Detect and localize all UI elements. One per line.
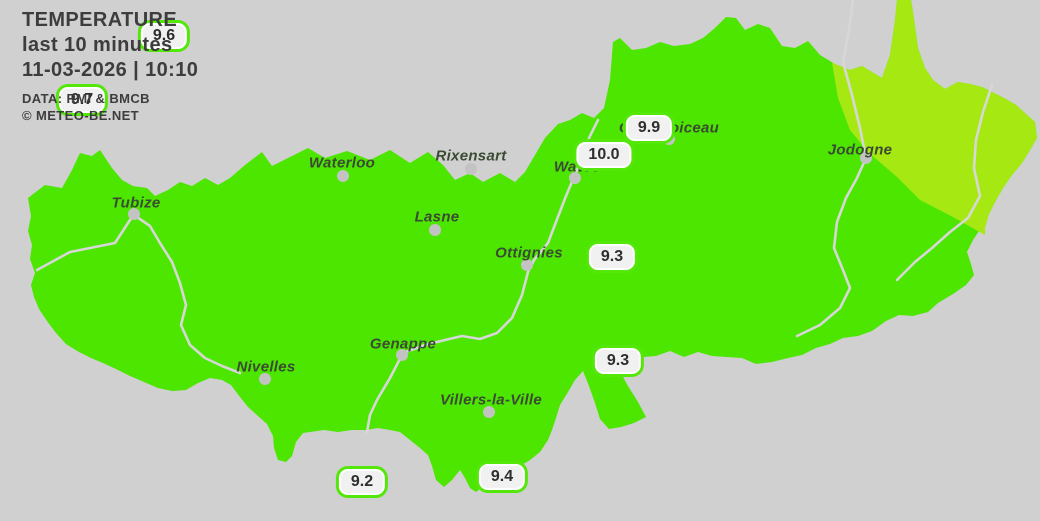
- city-label-rixensart: Rixensart: [435, 147, 507, 165]
- road-west: [35, 213, 242, 375]
- city-dots: [128, 133, 872, 418]
- province-shape: [28, 0, 1037, 492]
- city-label-genappe: Genappe: [369, 335, 437, 353]
- period-subtitle: last 10 minutes: [22, 34, 173, 56]
- city-dot: [483, 406, 495, 418]
- temperature-badge: 9.4: [478, 464, 526, 490]
- warmer-temperature-zone: [832, 0, 1037, 235]
- city-dot: [860, 152, 872, 164]
- city-dot: [337, 170, 349, 182]
- city-dot: [465, 163, 477, 175]
- temperature-badge: 9.7: [58, 87, 106, 113]
- city-label-waterloo: Waterloo: [308, 154, 376, 172]
- city-label-nivelles: Nivelles: [236, 358, 296, 376]
- map-header: TEMPERATURE last 10 minutes 11-03-2026 |…: [22, 8, 198, 124]
- city-label-ottignies: Ottignies: [495, 244, 563, 262]
- road-east: [895, 83, 994, 282]
- road-jodoigne: [795, 0, 868, 338]
- city-label-tubize: Tubize: [111, 194, 161, 212]
- city-dot: [128, 208, 140, 220]
- page-title: TEMPERATURE: [22, 9, 178, 31]
- temperature-badge: 9.9: [625, 115, 673, 141]
- temperature-badge: 9.6: [140, 23, 188, 49]
- datetime-label: 11-03-2026 | 10:10: [22, 59, 199, 81]
- data-source-label: DATA: RMI & BMCB: [22, 91, 150, 106]
- city-dot: [429, 224, 441, 236]
- city-label-lasne: Lasne: [414, 208, 460, 226]
- roads: [35, 0, 994, 434]
- city-dot: [259, 373, 271, 385]
- copyright-label: © METEO-BE.NET: [22, 108, 140, 123]
- temperature-badge: 9.3: [588, 244, 636, 270]
- city-dot: [396, 349, 408, 361]
- temperature-badge: 10.0: [576, 142, 632, 168]
- city-dot: [569, 172, 581, 184]
- temperature-badge: 9.2: [338, 469, 386, 495]
- city-dot: [521, 259, 533, 271]
- city-label-villers-la-ville: Villers-la-Ville: [439, 391, 543, 409]
- city-label-jodogne: Jodogne: [827, 141, 893, 159]
- temperature-badge: 9.3: [594, 348, 642, 374]
